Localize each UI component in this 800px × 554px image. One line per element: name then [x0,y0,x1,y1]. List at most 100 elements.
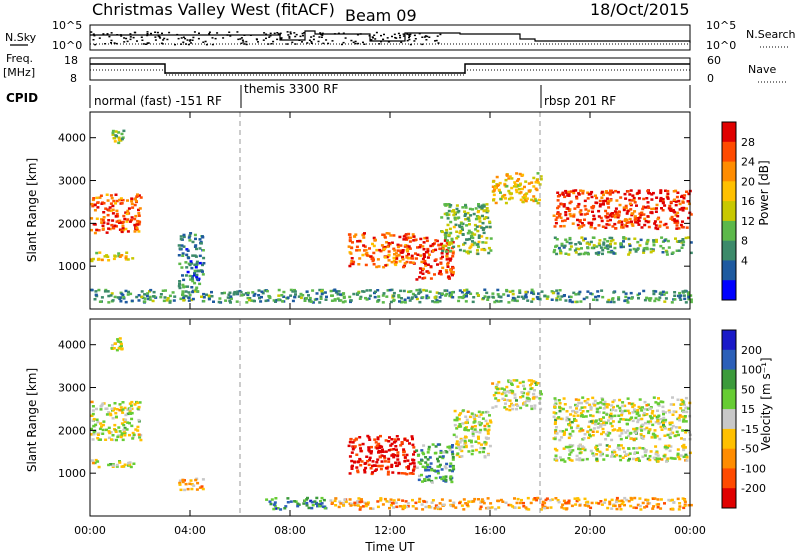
velocity-echo-cell [585,401,589,404]
power-echo-cell [105,254,109,257]
velocity-echo-cell [610,417,613,420]
power-echo-cell [659,196,663,200]
power-echo-cell [365,298,369,301]
power-echo-cell [423,259,427,263]
velocity-echo-cell [470,427,474,430]
velocity-echo-cell [471,432,475,435]
power-echo-cell [410,297,414,300]
power-echo-cell [507,301,511,304]
velocity-echo-cell [647,422,651,425]
power-echo-cell [399,244,403,247]
velocity-echo-cell [634,458,638,462]
power-echo-cell [511,289,515,293]
power-echo-cell [130,197,134,200]
power-echo-cell [454,212,457,216]
velocity-echo-cell [614,500,618,504]
power-echo-cell [445,241,449,245]
velocity-echo-cell [380,445,384,449]
velocity-echo-cell [637,405,641,409]
velocity-echo-cell [490,506,494,509]
power-echo-cell [130,216,134,219]
velocity-echo-cell [119,342,123,346]
velocity-echo-cell [353,501,357,505]
velocity-echo-cell [539,497,543,500]
velocity-echo-cell [392,506,396,509]
velocity-echo-cell [672,410,676,413]
power-echo-cell [449,204,453,207]
power-echo-region [90,288,693,304]
velocity-echo-cell [656,460,660,463]
velocity-echo-cell [671,507,675,511]
power-echo-cell [558,289,562,292]
velocity-echo-cell [378,455,382,458]
velocity-echo-cell [129,465,133,469]
power-echo-cell [480,248,484,251]
velocity-echo-cell [653,429,657,432]
power-echo-cell [115,225,118,228]
power-echo-cell [677,227,681,230]
nsky-panel: N.Sky 10^5 10^0 10^5 10^0 N.Search [5,19,796,52]
power-echo-cell [185,266,189,269]
power-echo-cell [190,266,194,270]
power-echo-cell [600,289,604,292]
velocity-echo-cell [189,479,193,482]
velocity-echo-cell [334,504,338,507]
velocity-echo-cell [99,438,102,441]
velocity-echo-cell [636,409,640,412]
velocity-echo-cell [391,502,395,505]
power-echo-cell [374,290,377,293]
power-echo-cell [259,300,263,303]
velocity-echo-cell [423,466,427,469]
power-echo-cell [111,299,115,302]
velocity-echo-cell [553,397,557,400]
power-echo-cell [525,197,529,200]
velocity-echo-cell [100,425,103,428]
power-echo-cell [131,257,135,260]
power-echo-cell [496,288,500,292]
velocity-echo-cell [475,414,479,417]
power-echo-cell [425,289,428,292]
velocity-echo-cell [472,500,476,503]
power-echo-cell [307,299,311,302]
power-echo-cell [118,198,121,202]
power-echo-cell [575,197,579,200]
power-echo-cell [195,286,199,289]
velocity-echo-cell [643,400,647,404]
power-echo-cell [253,292,257,296]
power-echo-cell [447,213,451,216]
nsky-sample [295,33,298,36]
power-echo-cell [463,241,467,245]
velocity-echo-cell [574,419,578,422]
power-echo-cell [297,295,301,298]
power-echo-cell [622,240,625,243]
power-echo-cell [537,292,540,295]
velocity-echo-cell [515,407,518,411]
power-echo-cell [395,257,399,260]
nsky-sample [243,43,246,45]
power-echo-cell [553,248,557,252]
velocity-echo-cell [272,503,276,506]
velocity-y-tick-label: 4000 [58,339,86,352]
velocity-echo-cell [576,414,580,417]
velocity-echo-cell [111,344,114,347]
nsky-sample [306,42,309,44]
power-echo-cell [100,218,103,221]
power-echo-cell [576,223,580,227]
velocity-echo-cell [393,438,397,441]
velocity-echo-cell [607,403,611,406]
velocity-colorbar-tick-label: -50 [741,443,759,456]
power-echo-cell [677,199,681,203]
velocity-echo-cell [123,434,127,437]
velocity-echo-cell [136,429,140,432]
velocity-echo-cell [621,404,625,408]
nsky-sample [157,35,160,37]
power-echo-cell [659,191,663,195]
power-echo-cell [433,273,436,276]
power-echo-cell [126,258,130,261]
nsky-sample [289,33,292,35]
power-echo-cell [202,262,206,265]
velocity-echo-cell [430,479,434,483]
power-echo-cell [451,296,455,299]
power-echo-cell [106,199,110,202]
velocity-echo-cell [603,501,607,504]
